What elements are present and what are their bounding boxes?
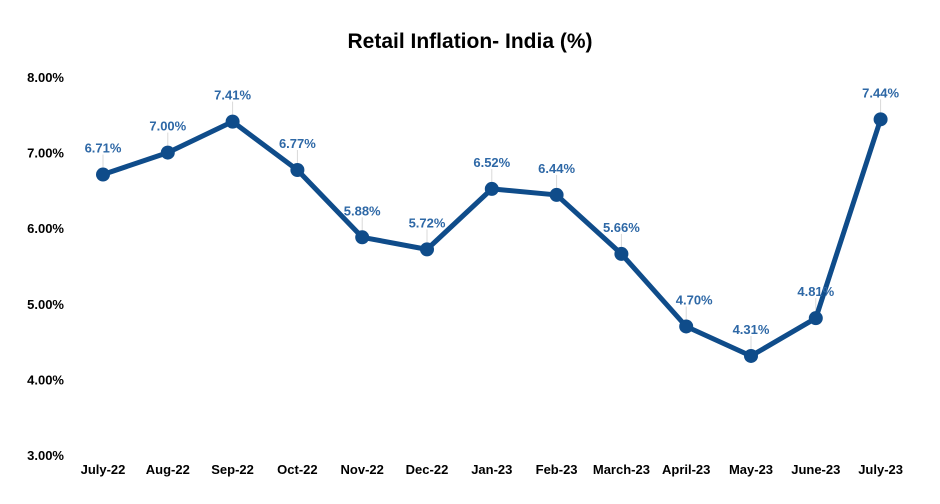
data-point bbox=[744, 348, 758, 363]
data-label: 4.81% bbox=[797, 284, 834, 299]
x-tick-label: April-23 bbox=[662, 462, 710, 477]
x-axis: July-22 Aug-22 Sep-22 Oct-22 Nov-22 Dec-22 Jan… bbox=[81, 462, 903, 477]
x-tick-label: March-23 bbox=[593, 462, 650, 477]
x-tick-label: Nov-22 bbox=[341, 462, 384, 477]
data-label: 6.71% bbox=[85, 141, 122, 156]
x-tick-label: Oct-22 bbox=[277, 462, 317, 477]
chart-title: Retail Inflation- India (%) bbox=[348, 30, 593, 53]
x-tick-label: July-22 bbox=[81, 462, 126, 477]
x-tick-label: Aug-22 bbox=[146, 462, 190, 477]
data-point bbox=[484, 181, 499, 196]
data-point bbox=[225, 114, 240, 129]
data-label: 5.72% bbox=[409, 215, 446, 230]
data-label: 7.00% bbox=[149, 119, 186, 134]
y-tick-label: 8.00% bbox=[27, 70, 64, 85]
data-point bbox=[873, 112, 888, 127]
data-label: 5.66% bbox=[603, 220, 640, 235]
data-point bbox=[679, 319, 694, 334]
data-point bbox=[614, 246, 629, 261]
data-point bbox=[160, 145, 175, 160]
y-tick-label: 6.00% bbox=[27, 221, 64, 236]
x-tick-label: Sep-22 bbox=[211, 462, 254, 477]
data-label: 6.77% bbox=[279, 136, 316, 151]
data-labels: 6.71% 7.00% 7.41% 6.77% 5.88% 5.72% 6.52% 6.44%… bbox=[85, 85, 900, 337]
data-label: 7.44% bbox=[862, 85, 899, 100]
x-tick-label: June-23 bbox=[791, 462, 840, 477]
data-point bbox=[808, 311, 823, 326]
data-point bbox=[549, 187, 564, 202]
data-point bbox=[96, 167, 110, 182]
data-points bbox=[96, 112, 888, 363]
data-label: 6.52% bbox=[473, 155, 510, 170]
y-tick-label: 3.00% bbox=[27, 448, 64, 463]
data-label: 5.88% bbox=[344, 203, 381, 218]
x-tick-label: July-23 bbox=[858, 462, 903, 477]
x-tick-label: May-23 bbox=[729, 462, 773, 477]
data-point bbox=[355, 230, 370, 245]
data-label: 7.41% bbox=[214, 88, 251, 103]
leader-lines bbox=[102, 99, 882, 350]
data-label: 4.70% bbox=[676, 292, 713, 307]
data-point bbox=[290, 162, 305, 177]
data-label: 4.31% bbox=[733, 322, 770, 337]
y-tick-label: 4.00% bbox=[27, 372, 64, 387]
x-tick-label: Feb-23 bbox=[536, 462, 578, 477]
x-tick-label: Dec-22 bbox=[406, 462, 449, 477]
x-tick-label: Jan-23 bbox=[471, 462, 512, 477]
data-point bbox=[420, 242, 434, 257]
data-label: 6.44% bbox=[538, 161, 575, 176]
y-tick-label: 7.00% bbox=[27, 146, 64, 161]
y-tick-label: 5.00% bbox=[27, 297, 64, 312]
y-axis: 3.00% 4.00% 5.00% 6.00% 7.00% 8.00% bbox=[27, 70, 64, 463]
